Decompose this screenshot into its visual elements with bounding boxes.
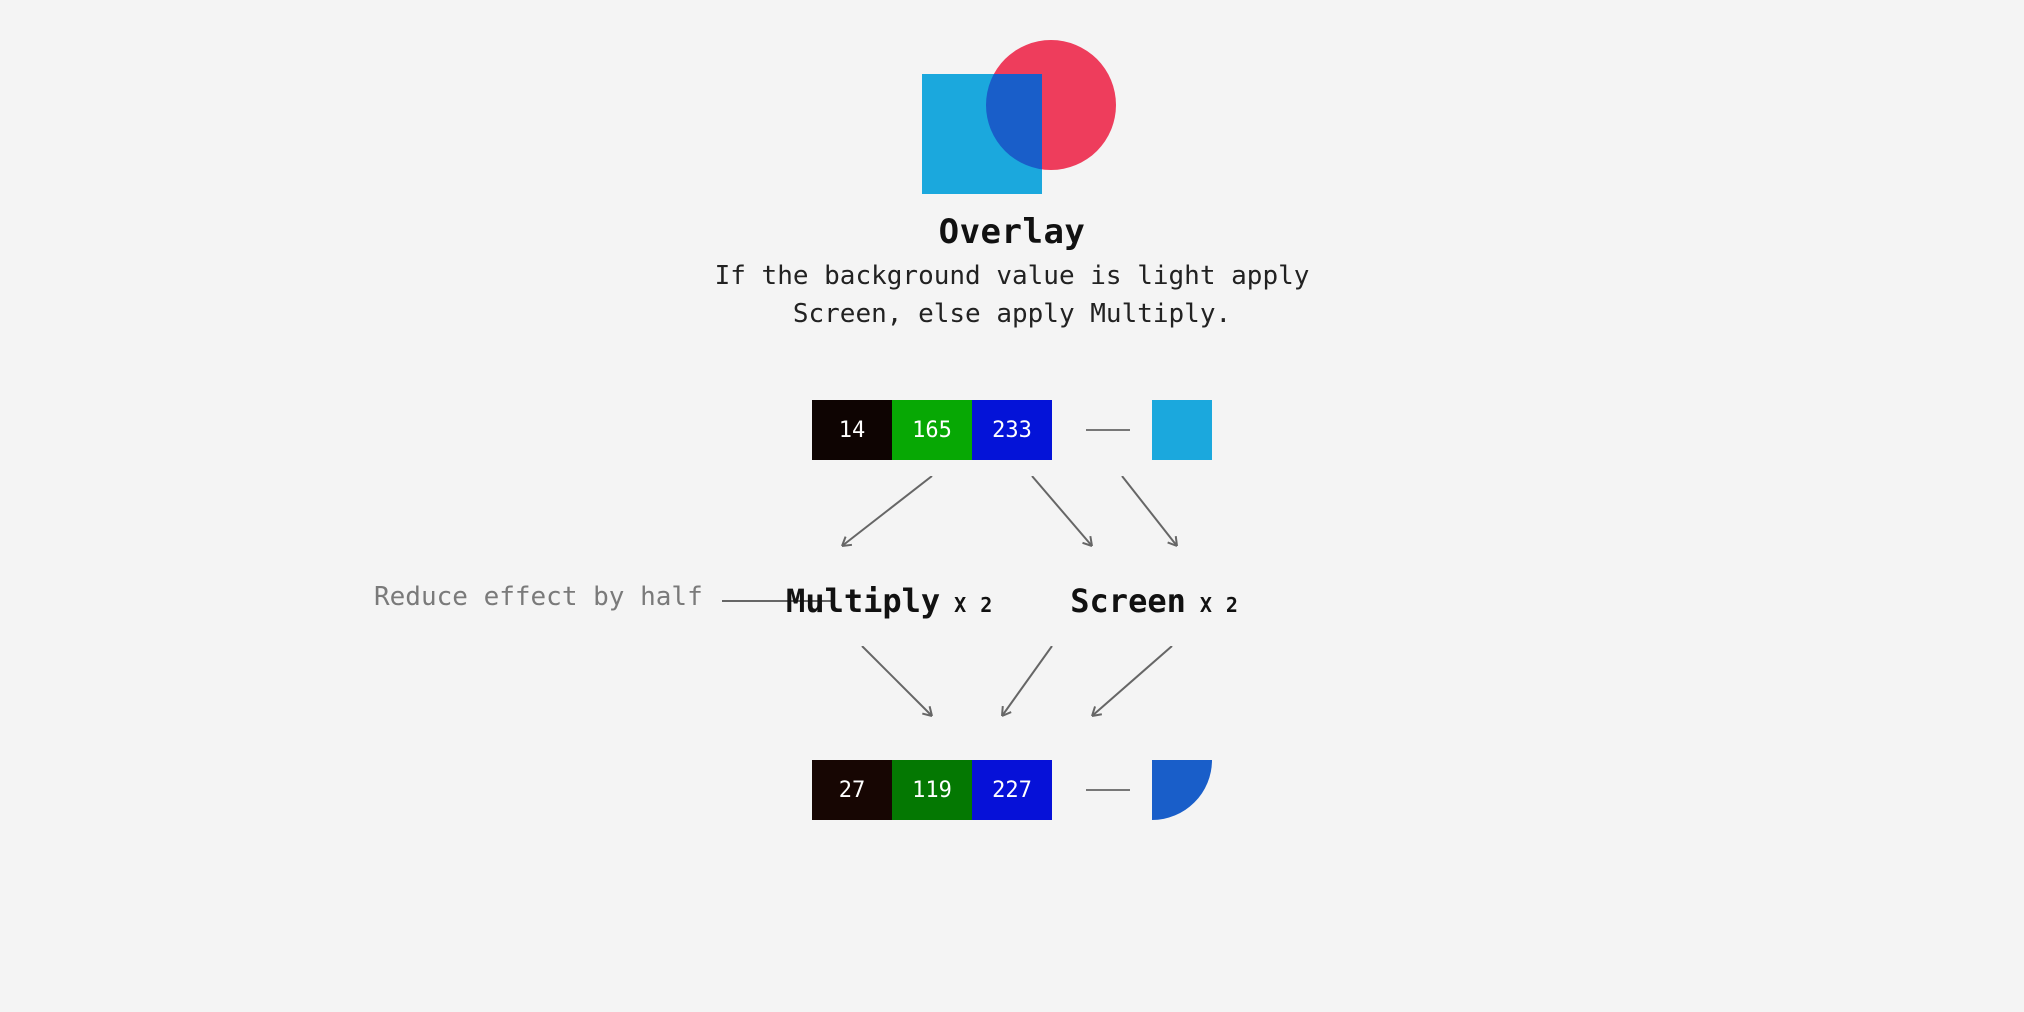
subtitle-line-2: Screen, else apply Multiply.	[793, 299, 1231, 329]
operator-name: Multiply	[786, 582, 940, 620]
rgb-row-input: 14 165 233	[812, 395, 1212, 465]
operator-row: Multiply X 2 Screen X 2	[786, 582, 1238, 620]
operator-screen: Screen X 2	[1070, 582, 1238, 620]
output-swatch	[1152, 760, 1212, 820]
overlap-shape-icon	[1152, 760, 1212, 820]
connector-line-icon	[1086, 429, 1130, 431]
operator-n: 2	[980, 593, 992, 617]
operator-name: Screen	[1070, 582, 1186, 620]
subtitle: If the background value is light apply S…	[632, 258, 1392, 333]
rgb-cell-b: 227	[972, 760, 1052, 820]
rgb-row-output: 27 119 227	[812, 755, 1212, 825]
rgb-cell-r: 27	[812, 760, 892, 820]
arrows-split-icon	[782, 476, 1242, 566]
operator-n: 2	[1226, 593, 1238, 617]
rgb-cell-r: 14	[812, 400, 892, 460]
rgb-cell-g: 165	[892, 400, 972, 460]
rgb-cell-b: 233	[972, 400, 1052, 460]
operator-x: X	[954, 593, 966, 617]
side-label: Reduce effect by half	[374, 582, 703, 612]
subtitle-line-1: If the background value is light apply	[715, 261, 1310, 291]
input-swatch	[1152, 400, 1212, 460]
rgb-cell-g: 119	[892, 760, 972, 820]
hero-blend-illustration	[902, 40, 1122, 200]
title: Overlay	[939, 212, 1086, 252]
diagram-stage: Overlay If the background value is light…	[212, 0, 1812, 1012]
connector-line-icon	[1086, 789, 1130, 791]
arrows-merge-icon	[782, 646, 1242, 736]
operator-multiply: Multiply X 2	[786, 582, 992, 620]
operator-x: X	[1200, 593, 1212, 617]
